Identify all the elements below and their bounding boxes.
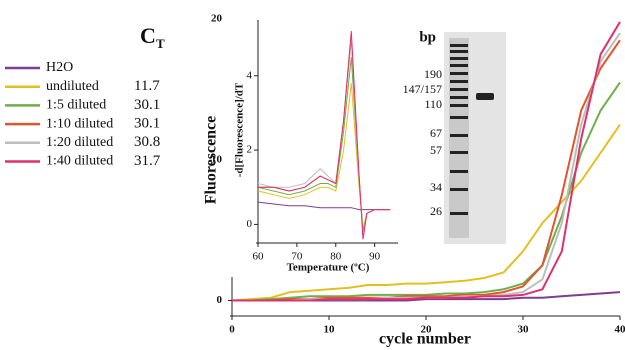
ladder-band [450, 104, 468, 107]
ladder-band [450, 88, 468, 91]
inset-background [226, 3, 404, 277]
ladder-label: 190 [424, 67, 442, 81]
x-tick-label: 30 [518, 324, 530, 336]
ladder-band [450, 151, 468, 154]
x-tick-label: 60 [253, 251, 265, 263]
y-axis-label: -d[Fluorescence]/dT [234, 82, 246, 177]
ladder-band [450, 116, 468, 119]
x-axis-label: Temperature (ºC) [287, 262, 370, 274]
ladder-band [450, 212, 468, 215]
ladder-band [450, 44, 468, 47]
legend-label: 1:10 diluted [46, 116, 113, 131]
ladder-band [450, 96, 468, 99]
ladder-band [450, 57, 468, 60]
gel-title: bp [419, 29, 436, 45]
legend-label: H2O [46, 60, 73, 75]
ladder-label: 34 [430, 180, 442, 194]
ladder-label: 110 [424, 97, 442, 111]
ladder-band [450, 134, 468, 137]
gel-lane [449, 38, 469, 238]
legend-label: 1:40 diluted [46, 154, 113, 169]
ladder-band [450, 188, 468, 191]
ct-value: 30.1 [134, 116, 160, 132]
legend-title-sub: T [156, 36, 165, 51]
ct-value: 30.1 [134, 97, 160, 113]
legend-label: undiluted [46, 79, 99, 94]
y-tick-label: 0 [247, 218, 253, 230]
y-tick-label: 20 [211, 13, 223, 25]
ladder-band [450, 80, 468, 83]
x-tick-label: 40 [615, 324, 625, 336]
y-tick-label: 4 [247, 69, 253, 81]
ct-value: 31.7 [134, 153, 161, 169]
x-tick-label: 10 [324, 324, 336, 336]
x-tick-label: 90 [369, 251, 381, 263]
ladder-label: 67 [430, 126, 442, 140]
ladder-label: 26 [430, 204, 442, 218]
y-axis-label: Fluorescence [203, 116, 220, 205]
legend-label: 1:5 diluted [46, 98, 106, 113]
x-axis-label: cycle number [379, 331, 471, 348]
ct-value: 30.8 [134, 134, 160, 150]
ladder-band [450, 170, 468, 173]
y-tick-label: 2 [247, 144, 253, 156]
figure: C T 01020304001020cycle numberFluorescen… [0, 0, 625, 350]
legend-label: 1:20 diluted [46, 135, 113, 150]
x-tick-label: 0 [229, 324, 235, 336]
legend-title: C [140, 23, 156, 48]
ladder-band [450, 72, 468, 75]
sample-band [476, 93, 494, 100]
ladder-band [450, 64, 468, 67]
y-tick-label: 0 [217, 294, 223, 306]
ladder-label: 147/157 [403, 82, 442, 96]
ct-value: 11.7 [134, 78, 160, 94]
ladder-band [450, 50, 468, 53]
ladder-label: 57 [430, 143, 442, 157]
